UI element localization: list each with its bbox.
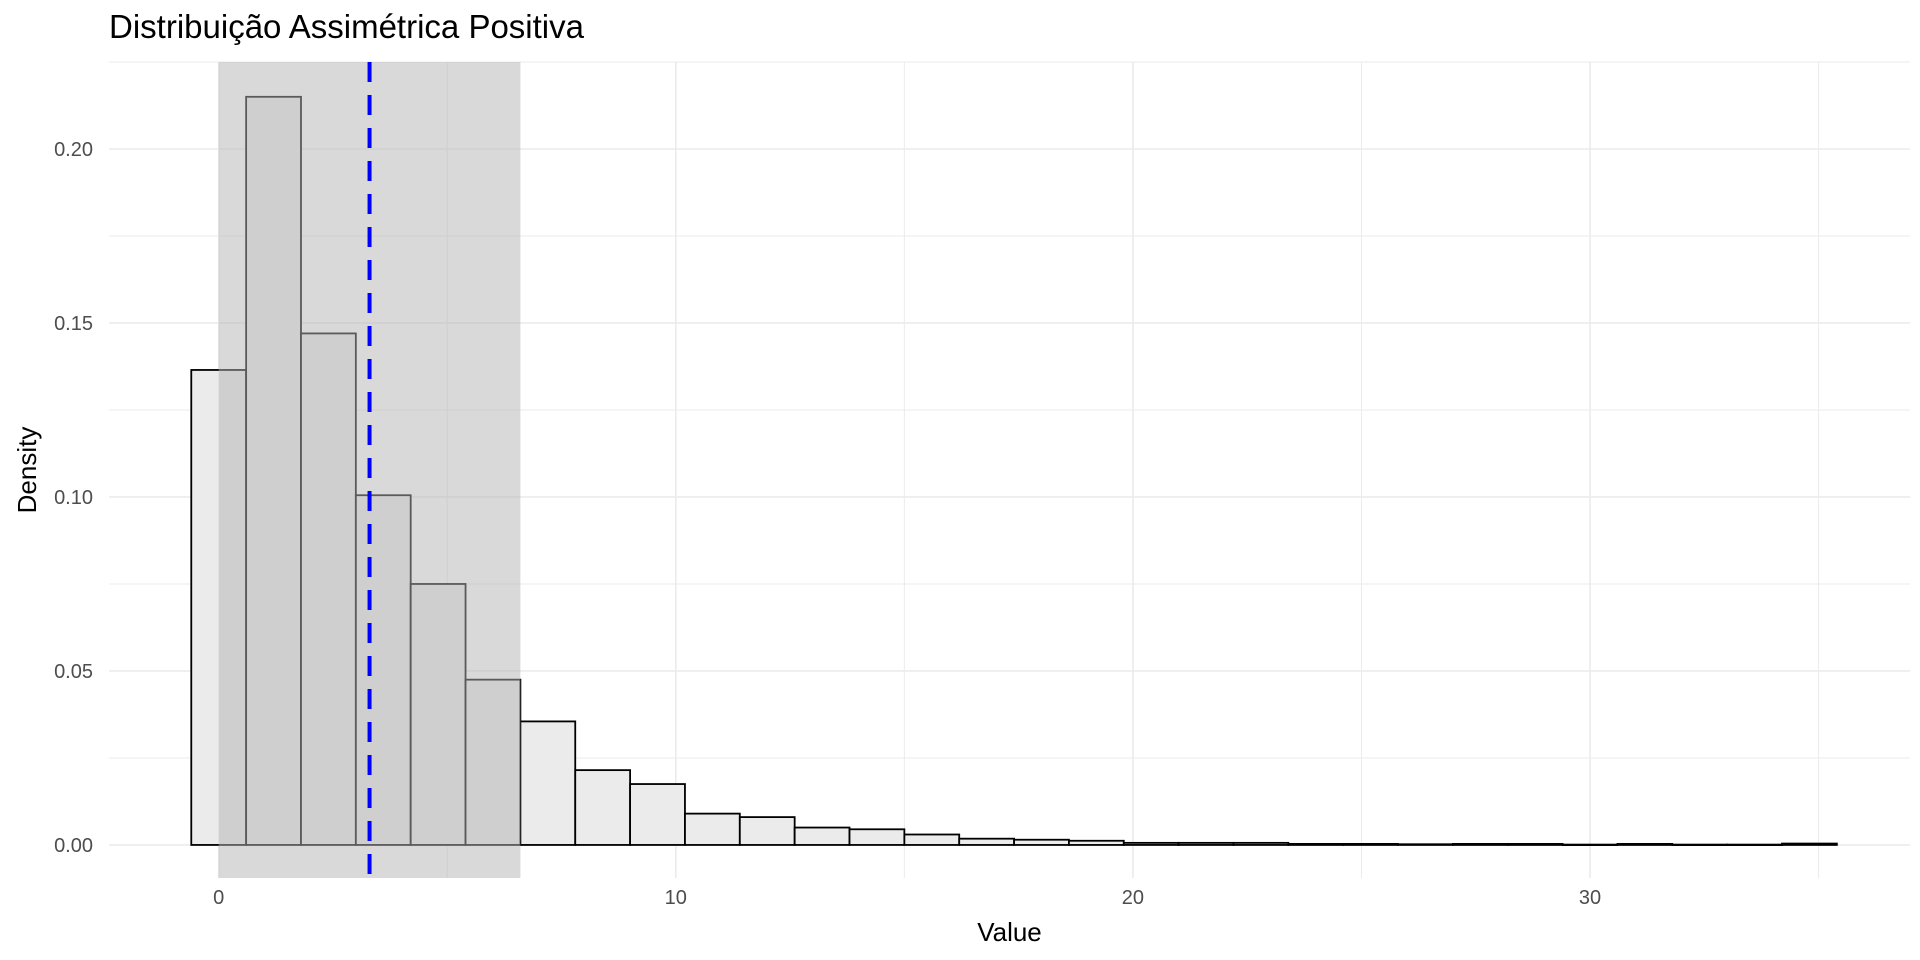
x-tick-label: 10 (665, 887, 687, 909)
histogram-bar (1451, 842, 1509, 846)
x-tick-label: 0 (213, 887, 224, 909)
histogram-bar (738, 816, 796, 846)
histogram-bar (1726, 843, 1783, 846)
x-axis-title: Value (977, 917, 1042, 947)
x-tick-label: 30 (1579, 887, 1601, 909)
tick-labels: 0 10 20 30 0.00 0.05 0.10 0.15 0.20 (54, 139, 1601, 909)
y-tick-label: 0.10 (54, 487, 93, 509)
histogram-bar (1397, 843, 1454, 846)
histogram-bar (1122, 841, 1180, 846)
histogram-bar (1068, 839, 1125, 846)
histogram-bar (1177, 841, 1235, 846)
y-tick-label: 0.05 (54, 661, 93, 683)
histogram-bar (519, 720, 577, 846)
histogram-bar (629, 783, 686, 846)
y-tick-label: 0.15 (54, 313, 93, 335)
histogram-bar (1781, 842, 1838, 846)
histogram-bar (1506, 842, 1564, 846)
histogram-bar (1616, 842, 1674, 846)
histogram-bar (793, 826, 851, 846)
histogram-bar (1232, 841, 1290, 846)
histogram-bar (1342, 842, 1399, 846)
y-axis-title: Density (12, 427, 42, 514)
histogram-bar (1287, 842, 1345, 846)
y-tick-label: 0.20 (54, 139, 93, 161)
histogram-bar (1561, 843, 1619, 846)
histogram-bar (1671, 843, 1729, 846)
y-tick-label: 0.00 (54, 835, 93, 857)
histogram-bar (1013, 838, 1070, 846)
x-tick-label: 20 (1122, 887, 1144, 909)
histogram-bar (958, 837, 1015, 846)
histogram-bar (848, 828, 906, 846)
chart-title: Distribuição Assimétrica Positiva (109, 8, 584, 45)
histogram-bar (684, 812, 741, 846)
histogram-bar (903, 833, 961, 846)
histogram-bar (574, 769, 632, 846)
